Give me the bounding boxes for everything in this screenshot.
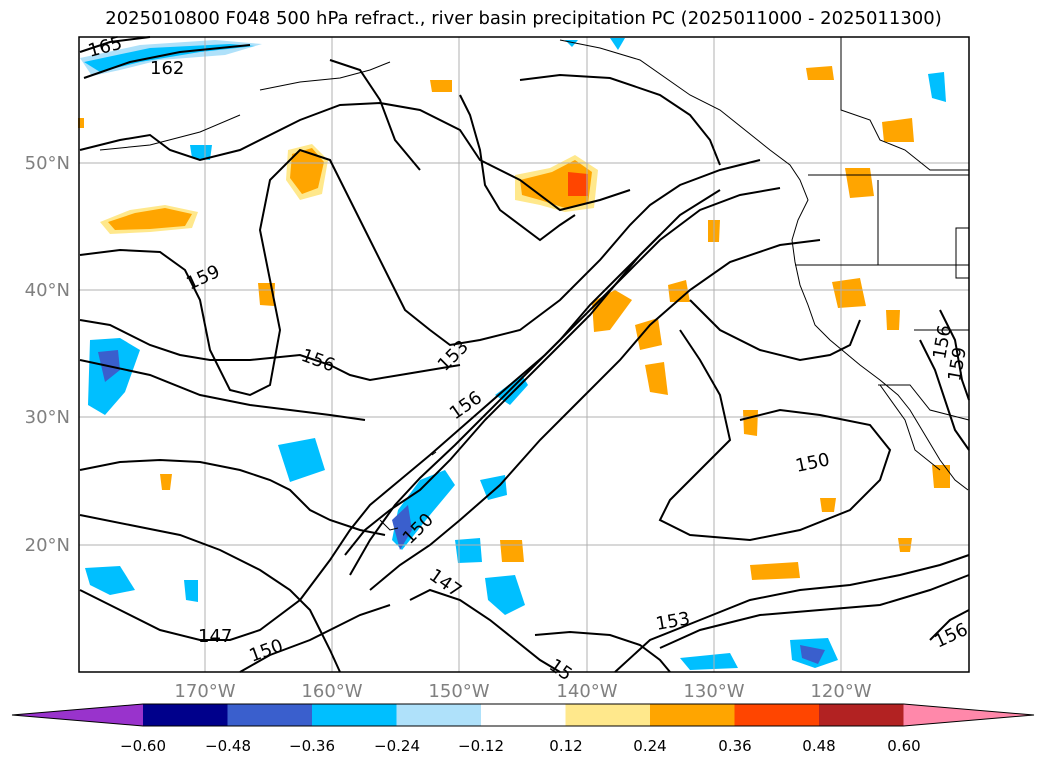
colorbar-ticks: −0.60 −0.48 −0.36 −0.24 −0.12 0.12 0.24 … (120, 737, 921, 755)
colorbar-tick-label: −0.12 (458, 737, 504, 755)
latitude-labels: 50°N 40°N 30°N 20°N (25, 153, 70, 556)
lon-label: 170°W (174, 681, 235, 702)
colorbar-segment (227, 704, 313, 726)
colorbar-segment (565, 704, 651, 726)
lat-label: 30°N (25, 407, 70, 428)
colorbar-extend-low (12, 704, 143, 726)
lon-label: 160°W (301, 681, 362, 702)
lat-label: 50°N (25, 153, 70, 174)
colorbar-tick-label: 0.36 (718, 737, 751, 755)
lon-label: 130°W (683, 681, 744, 702)
map-frame (78, 36, 970, 673)
colorbar-segment (143, 704, 228, 726)
refractivity-contours (79, 36, 970, 673)
colorbar-tick-label: 0.12 (549, 737, 582, 755)
contour-label: 162 (150, 58, 184, 79)
lon-label: 140°W (556, 681, 617, 702)
colorbar-tick-label: −0.60 (120, 737, 166, 755)
map-title: 2025010800 F048 500 hPa refract., river … (105, 8, 942, 29)
colorbar-tick-label: 0.48 (802, 737, 835, 755)
contour-label: 147 (198, 626, 232, 647)
lon-label: 120°W (810, 681, 871, 702)
graticule (79, 37, 969, 672)
colorbar-segment (396, 704, 482, 726)
colorbar-outline (11, 703, 1035, 727)
lat-label: 20°N (25, 535, 70, 556)
lon-label: 150°W (428, 681, 489, 702)
colorbar-tick-label: −0.48 (205, 737, 251, 755)
colorbar-tick-label: −0.24 (374, 737, 420, 755)
colorbar-segment (819, 704, 904, 726)
colorbar-tick-label: −0.36 (289, 737, 335, 755)
colorbar-tick-label: 0.60 (887, 737, 920, 755)
colorbar-segment (312, 704, 397, 726)
colorbar-segment (650, 704, 735, 726)
longitude-labels: 170°W 160°W 150°W 140°W 130°W 120°W (174, 681, 871, 702)
lat-label: 40°N (25, 280, 70, 301)
colorbar (11, 703, 1035, 727)
colorbar-extend-high (903, 704, 1034, 726)
colorbar-tick-label: 0.24 (633, 737, 666, 755)
coastlines (99, 37, 970, 531)
colorbar-segment (481, 704, 566, 726)
colorbar-segment (734, 704, 820, 726)
